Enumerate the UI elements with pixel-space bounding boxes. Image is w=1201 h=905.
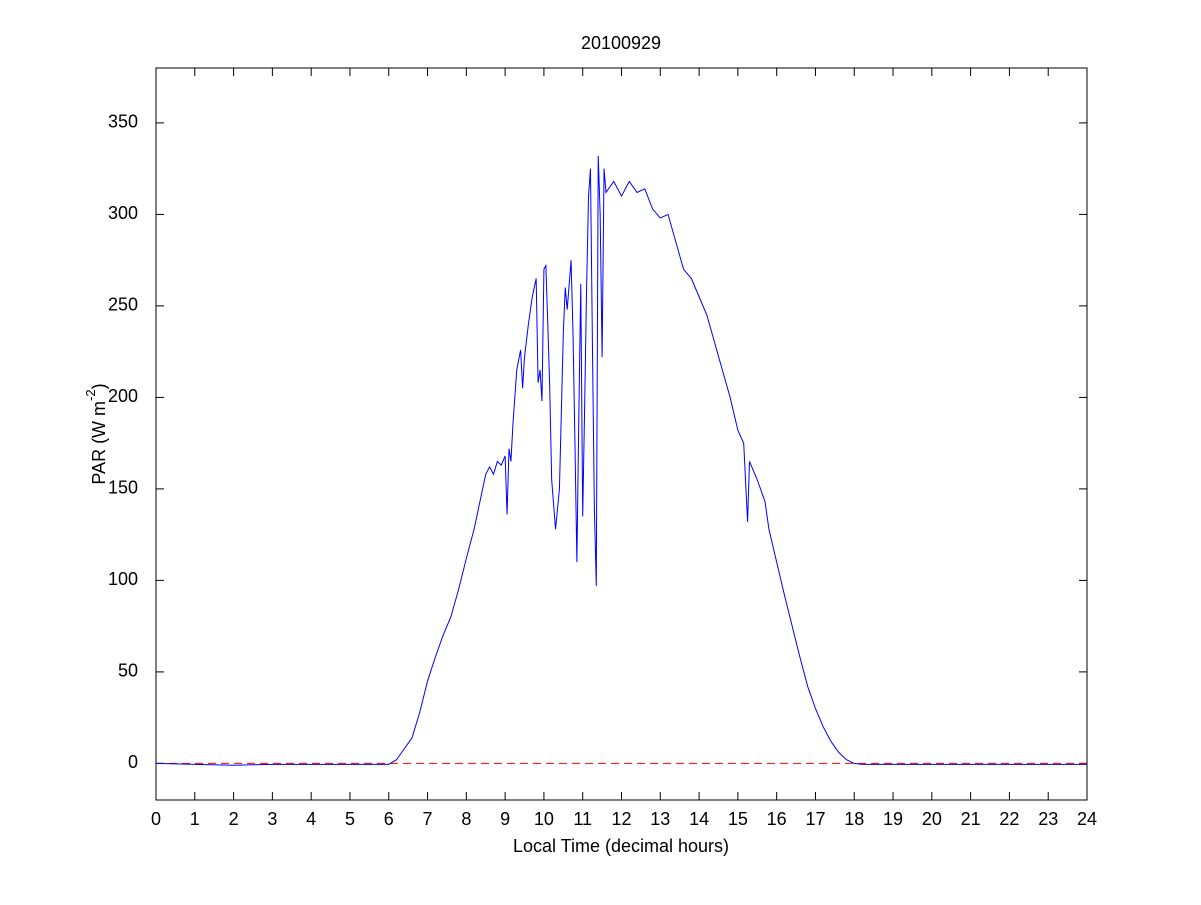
x-tick-label: 2	[229, 809, 239, 829]
x-tick-label: 18	[844, 809, 864, 829]
x-tick-label: 16	[767, 809, 787, 829]
y-tick-label: 100	[108, 569, 138, 589]
y-tick-label: 350	[108, 112, 138, 132]
x-tick-label: 6	[384, 809, 394, 829]
x-tick-label: 13	[650, 809, 670, 829]
y-tick-label: 250	[108, 295, 138, 315]
y-axis-label: PAR (W m-2)	[83, 383, 108, 484]
y-label-sup: -2	[83, 389, 98, 401]
chart-title: 20100929	[581, 33, 661, 53]
x-tick-label: 19	[883, 809, 903, 829]
y-label-end: )	[89, 383, 109, 389]
y-label-main: PAR (W m	[89, 401, 109, 485]
x-tick-label: 4	[306, 809, 316, 829]
y-tick-label: 300	[108, 203, 138, 223]
x-tick-label: 21	[961, 809, 981, 829]
x-tick-label: 1	[190, 809, 200, 829]
x-tick-label: 20	[922, 809, 942, 829]
y-tick-label: 200	[108, 386, 138, 406]
x-tick-label: 15	[728, 809, 748, 829]
x-tick-label: 10	[534, 809, 554, 829]
x-tick-label: 17	[805, 809, 825, 829]
x-axis-label: Local Time (decimal hours)	[513, 836, 729, 856]
x-tick-label: 22	[999, 809, 1019, 829]
x-tick-label: 9	[500, 809, 510, 829]
x-tick-label: 7	[423, 809, 433, 829]
x-tick-label: 11	[573, 809, 592, 829]
y-tick-label: 50	[118, 661, 138, 681]
x-tick-label: 24	[1077, 809, 1097, 829]
x-tick-label: 8	[461, 809, 471, 829]
x-tick-label: 0	[151, 809, 161, 829]
x-tick-label: 14	[689, 809, 709, 829]
x-tick-label: 12	[611, 809, 631, 829]
y-tick-label: 150	[108, 478, 138, 498]
y-tick-label: 0	[128, 752, 138, 772]
x-tick-label: 3	[267, 809, 277, 829]
x-tick-label: 5	[345, 809, 355, 829]
data-line	[155, 155, 1087, 766]
x-tick-label: 23	[1038, 809, 1058, 829]
